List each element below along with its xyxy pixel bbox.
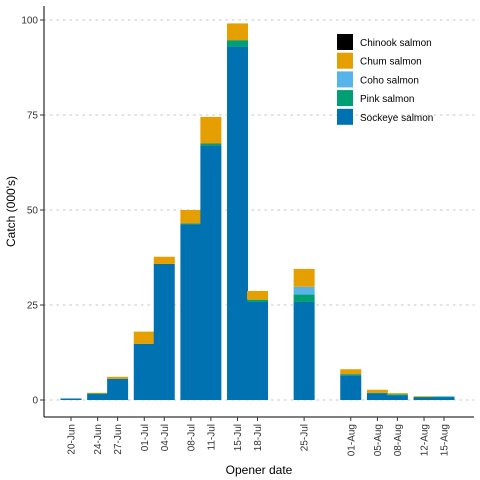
bar-sockeye-salmon-01-aug: [340, 375, 362, 400]
legend-key-chum-salmon: [337, 52, 353, 69]
x-tick-label-15-aug: 15-Aug: [440, 424, 451, 456]
bar-sockeye-salmon-11-jul: [200, 145, 222, 400]
y-tick-label-100: 100: [21, 16, 38, 27]
bar-sockeye-salmon-20-jun: [60, 398, 82, 400]
bar-chum-salmon-05-aug: [366, 389, 388, 393]
bar-chum-salmon-12-aug: [413, 396, 435, 397]
bar-sockeye-salmon-27-jun: [107, 378, 129, 400]
bar-coho-salmon-15-aug: [433, 396, 455, 397]
bar-coho-salmon-25-jul: [293, 286, 315, 295]
x-tick-label-01-aug: 01-Aug: [346, 424, 357, 456]
bar-sockeye-salmon-05-aug: [366, 393, 388, 400]
ticks: 0 25 50 75 100 20-Jun 24-Jun 27-Jun 01-Jul 04-Jul…: [21, 16, 450, 457]
x-tick-label-01-jul: 01-Jul: [140, 424, 151, 451]
legend-label-chinook-salmon: Chinook salmon: [360, 38, 432, 49]
x-axis-title: Opener date: [226, 463, 293, 477]
x-tick-label-11-jul: 11-Jul: [206, 424, 217, 451]
bar-chum-salmon-25-jul: [293, 268, 315, 287]
bar-chum-salmon-08-jul: [180, 210, 202, 224]
bar-pink-salmon-05-aug: [366, 392, 388, 394]
bar-pink-salmon-15-jul: [227, 40, 249, 47]
bar-chum-salmon-24-jun: [87, 392, 109, 394]
bar-pink-salmon-08-jul: [180, 223, 202, 225]
x-tick-label-04-jul: 04-Jul: [160, 424, 171, 451]
bar-sockeye-salmon-04-jul: [153, 263, 175, 400]
bar-sockeye-salmon-12-aug: [413, 397, 435, 400]
bar-sockeye-salmon-08-jul: [180, 224, 202, 400]
x-tick-label-08-jul: 08-Jul: [186, 424, 197, 451]
legend-key-chinook-salmon: [337, 34, 353, 50]
legend-key-pink-salmon: [337, 90, 353, 107]
bar-chum-salmon-18-jul: [247, 290, 268, 300]
y-tick-label-25: 25: [27, 301, 39, 312]
bar-sockeye-salmon-01-jul: [133, 343, 155, 400]
x-tick-label-24-jun: 24-Jun: [93, 424, 104, 455]
legend-label-sockeye-salmon: Sockeye salmon: [360, 113, 433, 124]
axes: [43, 6, 474, 418]
bar-pink-salmon-11-jul: [200, 143, 222, 146]
bar-sockeye-salmon-18-jul: [247, 301, 268, 400]
bar-sockeye-salmon-25-jul: [293, 301, 315, 400]
bar-sockeye-salmon-08-aug: [386, 395, 408, 400]
bars: [60, 23, 455, 400]
legend-label-chum-salmon: Chum salmon: [360, 57, 422, 68]
bar-chum-salmon-11-jul: [200, 116, 222, 144]
bar-pink-salmon-12-aug: [413, 396, 435, 398]
x-tick-label-15-jul: 15-Jul: [233, 424, 244, 451]
y-tick-label-75: 75: [27, 111, 39, 122]
y-axis-title: Catch (000's): [4, 176, 18, 247]
legend-label-coho-salmon: Coho salmon: [360, 75, 419, 86]
x-tick-label-05-aug: 05-Aug: [373, 424, 384, 456]
x-tick-label-25-jul: 25-Jul: [300, 424, 311, 451]
bar-sockeye-salmon-24-jun: [87, 393, 109, 400]
bar-chum-salmon-01-jul: [133, 331, 155, 344]
bar-pink-salmon-24-jun: [87, 393, 109, 395]
x-tick-label-27-jun: 27-Jun: [113, 424, 124, 455]
legend-key-sockeye-salmon: [337, 108, 353, 125]
bar-sockeye-salmon-15-jul: [227, 46, 249, 400]
bar-pink-salmon-01-aug: [340, 374, 362, 376]
bar-chum-salmon-08-aug: [386, 393, 408, 395]
bar-pink-salmon-08-aug: [386, 394, 408, 396]
x-tick-label-18-jul: 18-Jul: [253, 424, 264, 451]
bar-pink-salmon-25-jul: [293, 294, 315, 302]
y-tick-label-50: 50: [27, 206, 39, 217]
x-tick-label-20-jun: 20-Jun: [67, 424, 78, 455]
bar-sockeye-salmon-15-aug: [433, 397, 455, 400]
x-tick-label-08-aug: 08-Aug: [393, 424, 404, 456]
x-tick-label-12-aug: 12-Aug: [420, 424, 431, 456]
bar-pink-salmon-15-aug: [433, 396, 455, 398]
legend-key-coho-salmon: [337, 71, 353, 88]
bar-chum-salmon-01-aug: [340, 369, 362, 375]
bar-chum-salmon-27-jun: [107, 376, 129, 379]
bar-chum-salmon-04-jul: [153, 256, 175, 264]
legend: Chinook salmon Chum salmon Coho salmon Pink…: [337, 34, 433, 125]
bar-pink-salmon-18-jul: [247, 299, 268, 302]
y-tick-label-0: 0: [32, 396, 38, 407]
bar-chum-salmon-15-jul: [227, 23, 249, 41]
legend-label-pink-salmon: Pink salmon: [360, 94, 414, 105]
